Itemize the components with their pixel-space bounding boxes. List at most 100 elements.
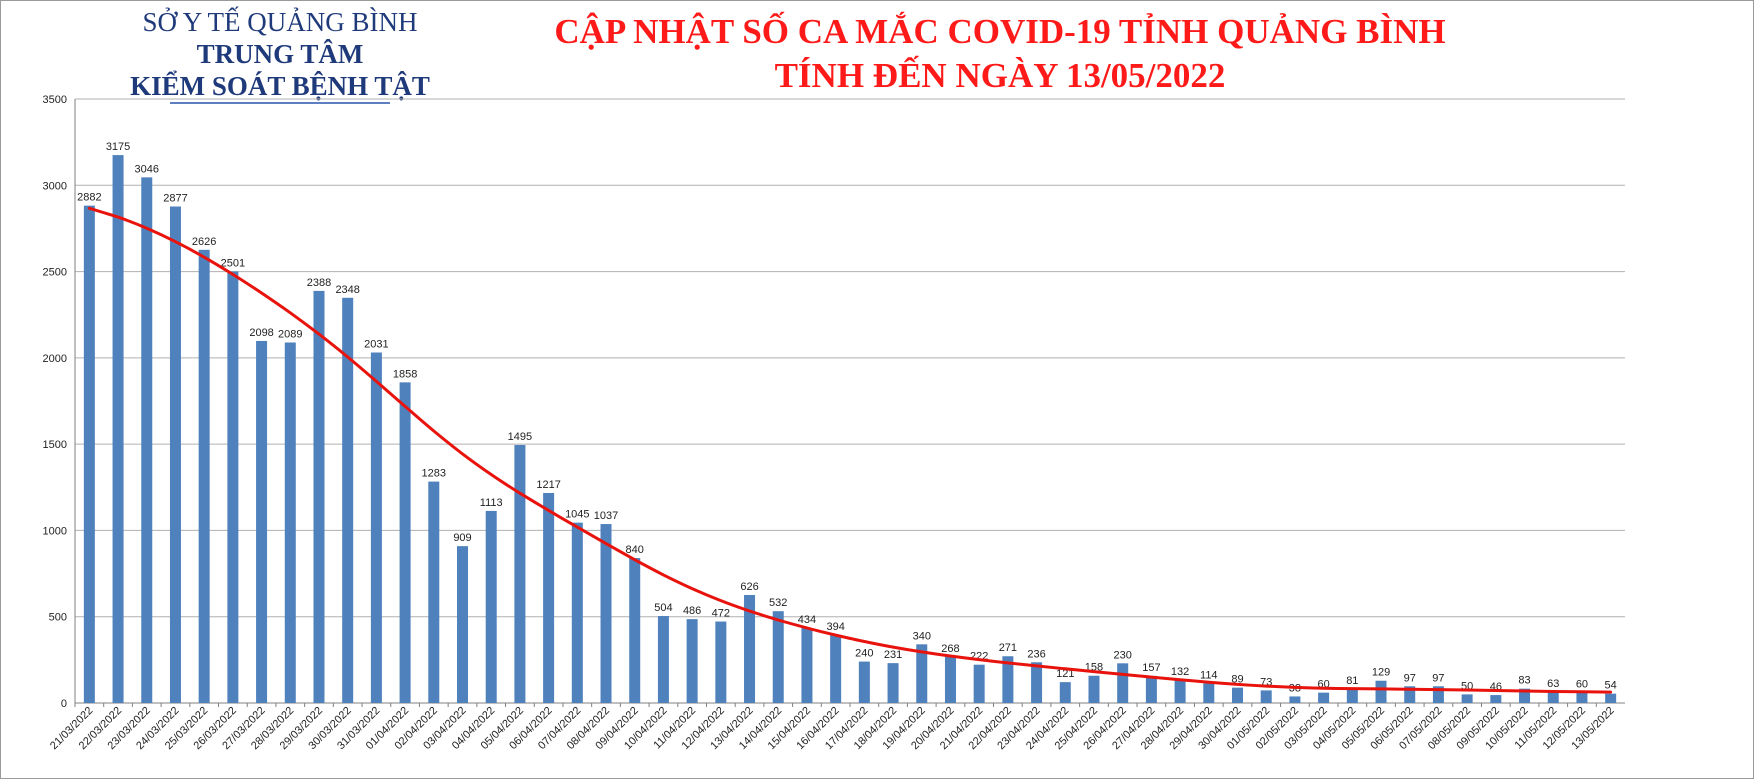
- bar: [1117, 663, 1129, 703]
- bar: [428, 481, 440, 703]
- data-label: 83: [1518, 675, 1530, 687]
- data-label: 472: [712, 608, 730, 620]
- y-tick-label: 0: [61, 698, 67, 710]
- data-label: 2882: [77, 192, 101, 204]
- org-underline: [170, 102, 390, 104]
- bar: [342, 297, 354, 703]
- data-label: 132: [1171, 666, 1189, 678]
- bar: [284, 342, 296, 703]
- data-label: 394: [826, 621, 844, 633]
- bar: [744, 594, 756, 703]
- bar: [629, 558, 641, 703]
- data-label: 1113: [480, 497, 503, 509]
- y-tick-label: 1000: [43, 525, 67, 537]
- data-label: 2626: [192, 236, 216, 248]
- bar: [313, 290, 325, 703]
- data-label: 1217: [536, 479, 560, 491]
- chart-title-line-1: CẬP NHẬT SỐ CA MẮC COVID-19 TỈNH QUẢNG B…: [554, 12, 1446, 51]
- data-label: 840: [626, 544, 644, 556]
- data-label: 129: [1372, 667, 1390, 679]
- bar: [370, 352, 382, 703]
- bar: [1203, 683, 1215, 703]
- bar: [1375, 680, 1387, 703]
- bar: [1346, 689, 1358, 703]
- data-label: 1283: [422, 468, 446, 480]
- bar: [1174, 680, 1186, 703]
- data-label: 89: [1231, 674, 1243, 686]
- bar: [1519, 688, 1531, 703]
- bar: [1576, 692, 1588, 703]
- data-label: 60: [1576, 679, 1588, 691]
- bar: [198, 249, 210, 703]
- data-label: 121: [1056, 668, 1074, 680]
- bar: [973, 664, 985, 703]
- data-label: 231: [884, 649, 902, 661]
- bar: [112, 155, 124, 704]
- bar: [830, 635, 842, 703]
- data-label: 486: [683, 605, 701, 617]
- bar: [543, 492, 555, 703]
- data-label: 236: [1027, 648, 1045, 660]
- bar: [141, 177, 153, 704]
- bar: [1461, 694, 1473, 703]
- trend-line: [87, 206, 1613, 694]
- y-tick-label: 1500: [43, 439, 67, 451]
- data-label: 504: [654, 602, 672, 614]
- data-label: 97: [1432, 672, 1444, 684]
- data-label: 97: [1404, 672, 1416, 684]
- bar: [715, 621, 727, 703]
- data-label: 1045: [565, 509, 589, 521]
- data-label: 532: [769, 597, 787, 609]
- bar: [600, 524, 612, 703]
- org-line-2: TRUNG TÂM: [196, 39, 364, 69]
- data-label: 434: [798, 614, 816, 626]
- organization-header: SỞ Y TẾ QUẢNG BÌNH TRUNG TÂM KIỂM SOÁT B…: [100, 6, 460, 104]
- bar: [485, 510, 497, 703]
- data-label: 2877: [163, 193, 187, 205]
- data-label: 240: [855, 648, 873, 660]
- data-label: 1495: [508, 431, 532, 443]
- y-tick-label: 2000: [43, 353, 67, 365]
- bar: [399, 382, 411, 703]
- data-label: 230: [1114, 649, 1132, 661]
- data-label: 271: [999, 642, 1017, 654]
- bar: [1088, 675, 1100, 703]
- data-label: 2501: [221, 257, 245, 269]
- bar: [801, 628, 813, 703]
- bar: [1490, 695, 1502, 703]
- bar: [1605, 693, 1617, 703]
- bar: [1404, 686, 1416, 703]
- y-tick-label: 3000: [43, 180, 67, 192]
- data-label: 909: [453, 532, 471, 544]
- bar: [457, 546, 468, 703]
- data-label: 3046: [135, 163, 159, 175]
- data-label: 2348: [335, 284, 359, 296]
- y-tick-label: 2500: [43, 267, 67, 279]
- bar: [887, 663, 899, 703]
- data-label: 3175: [106, 141, 130, 153]
- bar: [571, 522, 583, 703]
- bar: [83, 205, 95, 703]
- bar: [1260, 690, 1272, 703]
- data-label: 114: [1200, 669, 1218, 681]
- org-line-1: SỞ Y TẾ QUẢNG BÌNH: [142, 7, 418, 37]
- y-tick-label: 500: [49, 612, 67, 624]
- data-label: 626: [740, 581, 758, 593]
- bar: [256, 340, 268, 703]
- bar: [772, 611, 784, 703]
- data-label: 1858: [393, 368, 417, 380]
- bar: [686, 619, 698, 703]
- bar: [1232, 687, 1243, 703]
- data-label: 2098: [249, 327, 273, 339]
- data-label: 54: [1605, 680, 1617, 692]
- bar: [1547, 692, 1559, 703]
- data-label: 2089: [278, 328, 302, 340]
- bar: [1002, 656, 1014, 703]
- bar: [858, 661, 870, 703]
- data-label: 81: [1346, 675, 1358, 687]
- data-label: 157: [1142, 662, 1160, 674]
- chart-title: CẬP NHẬT SỐ CA MẮC COVID-19 TỈNH QUẢNG B…: [440, 10, 1560, 98]
- bar: [1318, 692, 1330, 703]
- bar: [1059, 682, 1071, 703]
- bar: [657, 616, 669, 703]
